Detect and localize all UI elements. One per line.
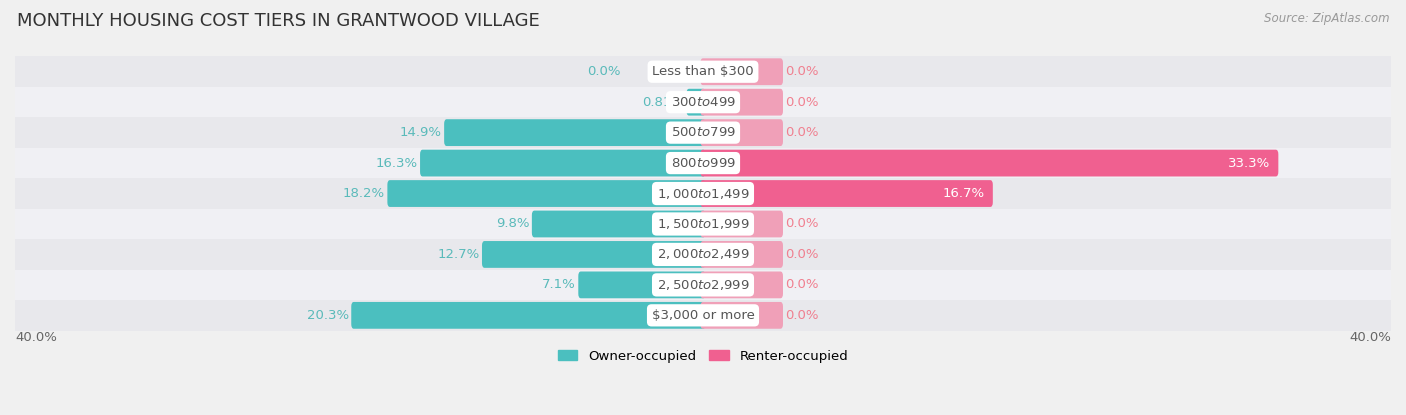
Bar: [15, 117, 1391, 148]
Text: $1,500 to $1,999: $1,500 to $1,999: [657, 217, 749, 231]
Text: MONTHLY HOUSING COST TIERS IN GRANTWOOD VILLAGE: MONTHLY HOUSING COST TIERS IN GRANTWOOD …: [17, 12, 540, 30]
Text: 0.0%: 0.0%: [786, 65, 820, 78]
Text: 0.0%: 0.0%: [786, 217, 820, 230]
FancyBboxPatch shape: [700, 150, 1278, 176]
FancyBboxPatch shape: [420, 150, 706, 176]
FancyBboxPatch shape: [531, 210, 706, 237]
FancyBboxPatch shape: [700, 59, 783, 85]
Bar: [15, 239, 1391, 270]
Bar: [15, 56, 1391, 87]
Text: 0.0%: 0.0%: [586, 65, 620, 78]
Text: 0.0%: 0.0%: [786, 309, 820, 322]
Text: $300 to $499: $300 to $499: [671, 96, 735, 109]
Bar: [15, 87, 1391, 117]
FancyBboxPatch shape: [700, 210, 783, 237]
Text: 18.2%: 18.2%: [343, 187, 385, 200]
FancyBboxPatch shape: [700, 302, 783, 329]
Text: $3,000 or more: $3,000 or more: [651, 309, 755, 322]
Text: Source: ZipAtlas.com: Source: ZipAtlas.com: [1264, 12, 1389, 25]
Bar: [15, 300, 1391, 331]
Text: 14.9%: 14.9%: [399, 126, 441, 139]
Text: 0.0%: 0.0%: [786, 96, 820, 109]
Text: 33.3%: 33.3%: [1229, 156, 1271, 170]
FancyBboxPatch shape: [482, 241, 706, 268]
FancyBboxPatch shape: [700, 89, 783, 115]
Text: $800 to $999: $800 to $999: [671, 156, 735, 170]
FancyBboxPatch shape: [700, 271, 783, 298]
FancyBboxPatch shape: [352, 302, 706, 329]
Text: 0.0%: 0.0%: [786, 126, 820, 139]
FancyBboxPatch shape: [686, 89, 706, 115]
Text: 40.0%: 40.0%: [1350, 331, 1391, 344]
FancyBboxPatch shape: [700, 241, 783, 268]
Bar: [15, 178, 1391, 209]
Text: Less than $300: Less than $300: [652, 65, 754, 78]
Text: 40.0%: 40.0%: [15, 331, 56, 344]
Text: $2,500 to $2,999: $2,500 to $2,999: [657, 278, 749, 292]
Bar: [15, 270, 1391, 300]
Legend: Owner-occupied, Renter-occupied: Owner-occupied, Renter-occupied: [553, 344, 853, 368]
Text: $1,000 to $1,499: $1,000 to $1,499: [657, 186, 749, 200]
Text: 20.3%: 20.3%: [307, 309, 349, 322]
Text: 0.0%: 0.0%: [786, 248, 820, 261]
FancyBboxPatch shape: [700, 119, 783, 146]
Text: 16.7%: 16.7%: [943, 187, 986, 200]
Text: 16.3%: 16.3%: [375, 156, 418, 170]
Text: $500 to $799: $500 to $799: [671, 126, 735, 139]
FancyBboxPatch shape: [444, 119, 706, 146]
FancyBboxPatch shape: [578, 271, 706, 298]
Text: 7.1%: 7.1%: [541, 278, 575, 291]
Text: 12.7%: 12.7%: [437, 248, 479, 261]
Text: 0.0%: 0.0%: [786, 278, 820, 291]
FancyBboxPatch shape: [388, 180, 706, 207]
Text: 9.8%: 9.8%: [496, 217, 529, 230]
FancyBboxPatch shape: [700, 180, 993, 207]
Text: 0.81%: 0.81%: [643, 96, 683, 109]
Bar: [15, 209, 1391, 239]
Bar: [15, 148, 1391, 178]
Text: $2,000 to $2,499: $2,000 to $2,499: [657, 247, 749, 261]
